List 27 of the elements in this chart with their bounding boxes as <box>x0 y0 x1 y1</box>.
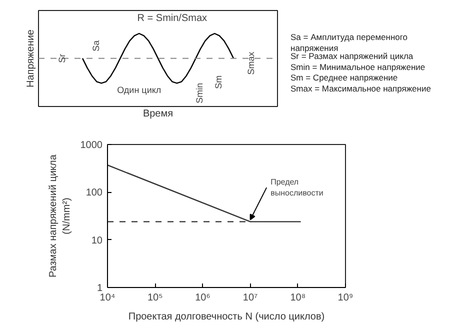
y-tick-label: 1 <box>96 283 103 294</box>
annotation: Smin <box>194 82 205 104</box>
text: Sr = Размах напряжений цикла <box>290 51 414 62</box>
y-tick-label: 10 <box>91 235 103 246</box>
text: Smin = Минимальное напряжение <box>290 62 426 72</box>
text: Smax <box>246 51 256 75</box>
text: Sa = Амплитуда переменного напряжения <box>290 32 408 54</box>
y-tick-label: 1000 <box>80 140 103 151</box>
y-tick-label: 100 <box>86 188 103 199</box>
text: Sm = Среднее напряжение <box>290 72 398 83</box>
y-axis-title: Размах напряжений цикла (N/mm²) <box>48 154 72 278</box>
y-axis-title: Напряжение <box>26 29 36 88</box>
x-tick-label: 10⁸ <box>290 292 306 304</box>
x-tick-label: 10⁴ <box>100 292 116 304</box>
text: Sr <box>57 54 68 63</box>
text: Smax = Максимальное напряжение <box>290 83 432 94</box>
annotation: Sm <box>213 75 224 89</box>
x-axis-title: Время <box>142 108 174 120</box>
x-tick-label: 10⁶ <box>195 292 210 304</box>
annotation: Предел выносливости <box>270 178 324 198</box>
chart-title: R = Smin/Smax <box>137 13 208 24</box>
x-tick-label: 10⁷ <box>242 292 258 304</box>
annotation: Один цикл <box>117 85 162 96</box>
x-tick-label: 10⁵ <box>147 292 163 304</box>
x-tick-label: 10⁹ <box>338 292 354 304</box>
annotation: Sa <box>91 40 102 52</box>
x-axis-title: Проектая долговечность N (число циклов) <box>128 312 325 322</box>
